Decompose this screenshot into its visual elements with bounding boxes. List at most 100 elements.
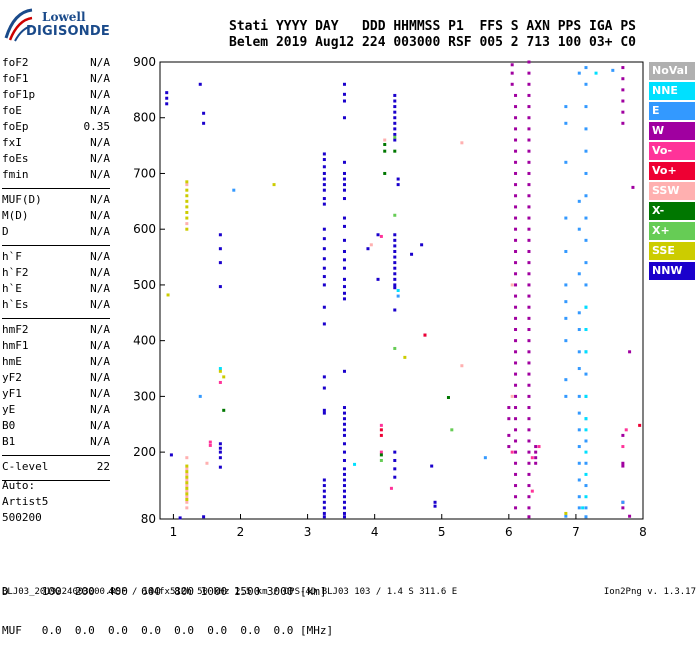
data-point-nnw — [342, 458, 346, 462]
y-tick-label: 200 — [133, 445, 156, 459]
data-point-nnw — [393, 475, 397, 479]
legend-item-x: X+ — [649, 222, 695, 240]
data-point-nnw — [393, 272, 397, 276]
data-point-w — [514, 350, 518, 354]
data-point-wdense — [527, 294, 531, 298]
data-point-e — [584, 515, 588, 519]
data-point-x — [393, 346, 397, 350]
data-point-wdense — [527, 60, 531, 64]
data-point-nnw — [322, 158, 326, 162]
data-point-nnw — [202, 111, 206, 115]
data-point-e — [584, 127, 588, 131]
data-point-vo — [510, 450, 514, 454]
legend-item-vo: Vo- — [649, 142, 695, 160]
param-name: foEp — [2, 120, 29, 133]
param-value: N/A — [90, 193, 110, 206]
data-point-w — [514, 149, 518, 153]
data-point-nnw — [342, 428, 346, 432]
param-value: N/A — [90, 136, 110, 149]
param-row-hme: hmE N/A — [2, 355, 110, 371]
data-point-nnw — [342, 484, 346, 488]
data-point-sse — [185, 481, 189, 485]
data-point-w — [514, 406, 518, 410]
data-point-nnw — [376, 277, 380, 281]
data-point-sse — [185, 470, 189, 474]
data-point-sse — [185, 492, 189, 496]
data-point-sse — [185, 464, 189, 468]
data-point-nnw — [322, 408, 326, 412]
param-value: 22 — [96, 460, 110, 473]
data-point-w — [514, 183, 518, 187]
param-row-yf1: yF1 N/A — [2, 387, 110, 403]
data-point-nnw — [322, 177, 326, 181]
data-point-nnw — [322, 489, 326, 493]
muf-distance-table: D 100 200 400 600 800 1000 1500 3000 [km… — [2, 559, 333, 650]
param-value: N/A — [90, 152, 110, 165]
data-point-w — [510, 63, 514, 67]
param-name: h`F2 — [2, 266, 29, 279]
param-row-foep: foEp 0.35 — [2, 120, 110, 136]
data-point-e — [564, 283, 568, 287]
data-point-nnw — [433, 500, 437, 504]
data-point-nnw — [322, 322, 326, 326]
data-point-x — [450, 428, 454, 432]
param-name: foF2 — [2, 56, 29, 69]
data-point-vo — [379, 433, 383, 437]
x-tick-label: 4 — [371, 525, 379, 539]
data-point-vo — [389, 486, 393, 490]
data-point-wdense — [527, 105, 531, 109]
data-point-sse — [564, 511, 568, 515]
param-name: B1 — [2, 435, 16, 448]
param-value: N/A — [90, 419, 110, 432]
data-point-w — [621, 99, 625, 103]
param-row-b1: B1 N/A — [2, 435, 110, 451]
data-point-nnw — [342, 266, 346, 270]
data-point-sse — [185, 486, 189, 490]
data-point-e — [577, 350, 581, 354]
data-point-nnw — [322, 257, 326, 261]
param-row-hf2: h`F2 N/A — [2, 266, 110, 282]
data-point-nnw — [322, 495, 326, 499]
data-point-nnw — [393, 249, 397, 253]
data-point-wdense — [527, 71, 531, 75]
data-point-sse — [185, 180, 189, 184]
data-point-nne — [584, 495, 588, 499]
param-row-fof2: foF2 N/A — [2, 56, 110, 72]
data-point-x — [379, 458, 383, 462]
data-point-nnw — [322, 197, 326, 201]
data-point-nnw — [342, 224, 346, 228]
data-point-ssw — [460, 141, 464, 145]
data-point-wdense — [527, 417, 531, 421]
data-point-wdense — [527, 127, 531, 131]
logo-emblem-icon — [4, 8, 33, 42]
data-point-nnw — [342, 489, 346, 493]
data-point-x — [222, 408, 226, 412]
data-point-wdense — [527, 205, 531, 209]
data-point-e — [621, 500, 625, 504]
auto-software: Artist5 — [2, 495, 49, 508]
param-value: N/A — [90, 339, 110, 352]
param-name: D — [2, 225, 9, 238]
data-point-w — [514, 328, 518, 332]
data-point-nnw — [322, 183, 326, 187]
param-row-foe: foE N/A — [2, 104, 110, 120]
data-point-wdense — [527, 171, 531, 175]
data-point-nnw — [342, 92, 346, 96]
data-point-wdense — [527, 149, 531, 153]
data-point-nnw — [342, 291, 346, 295]
param-name: h`E — [2, 282, 22, 295]
data-point-nnw — [218, 465, 222, 469]
legend-item-nne: NNE — [649, 82, 695, 100]
data-point-nnw — [342, 369, 346, 373]
data-point-x — [446, 396, 450, 400]
data-point-w — [514, 93, 518, 97]
data-point-w — [514, 261, 518, 265]
data-point-e — [577, 394, 581, 398]
param-separator — [2, 245, 110, 246]
data-point-nnw — [430, 464, 434, 468]
data-point-nnw — [322, 375, 326, 379]
data-point-w — [621, 110, 625, 114]
data-point-nnw — [202, 121, 206, 125]
param-value: N/A — [90, 371, 110, 384]
data-point-nnw — [342, 478, 346, 482]
